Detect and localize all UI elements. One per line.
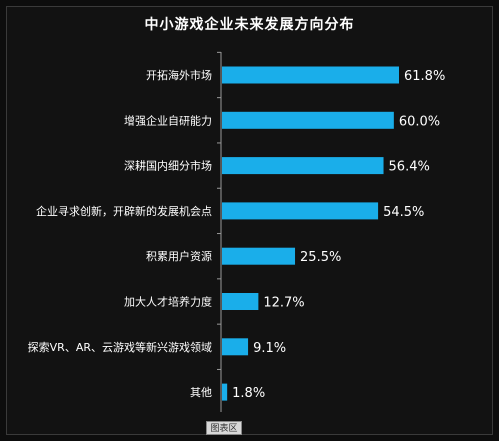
value-label: 60.0% bbox=[399, 114, 440, 129]
category-label: 开拓海外市场 bbox=[146, 68, 212, 82]
value-label: 61.8% bbox=[404, 69, 445, 84]
value-label: 54.5% bbox=[383, 205, 424, 220]
value-label: 56.4% bbox=[389, 160, 430, 175]
value-label: 1.8% bbox=[232, 386, 265, 401]
category-label: 企业寻求创新，开辟新的发展机会点 bbox=[36, 204, 212, 218]
bar bbox=[222, 293, 259, 310]
category-label: 探索VR、AR、云游戏等新兴游戏领域 bbox=[28, 340, 212, 354]
category-label: 其他 bbox=[190, 386, 212, 399]
bar bbox=[222, 383, 228, 401]
bar bbox=[222, 338, 249, 356]
value-label: 12.7% bbox=[263, 296, 304, 311]
value-label: 25.5% bbox=[300, 250, 341, 265]
bar bbox=[222, 202, 379, 220]
category-label: 积累用户资源 bbox=[146, 249, 212, 263]
chart-area-label[interactable]: 图表区 bbox=[206, 421, 242, 435]
category-label: 深耕国内细分市场 bbox=[124, 159, 212, 173]
bar bbox=[222, 66, 399, 84]
category-label: 增强企业自研能力 bbox=[124, 113, 212, 127]
bar bbox=[222, 111, 394, 129]
bar bbox=[222, 247, 296, 265]
category-label: 加大人才培养力度 bbox=[124, 295, 212, 309]
chart-title: 中小游戏企业未来发展方向分布 bbox=[144, 17, 355, 33]
bar bbox=[222, 157, 384, 175]
value-label: 9.1% bbox=[253, 341, 286, 356]
